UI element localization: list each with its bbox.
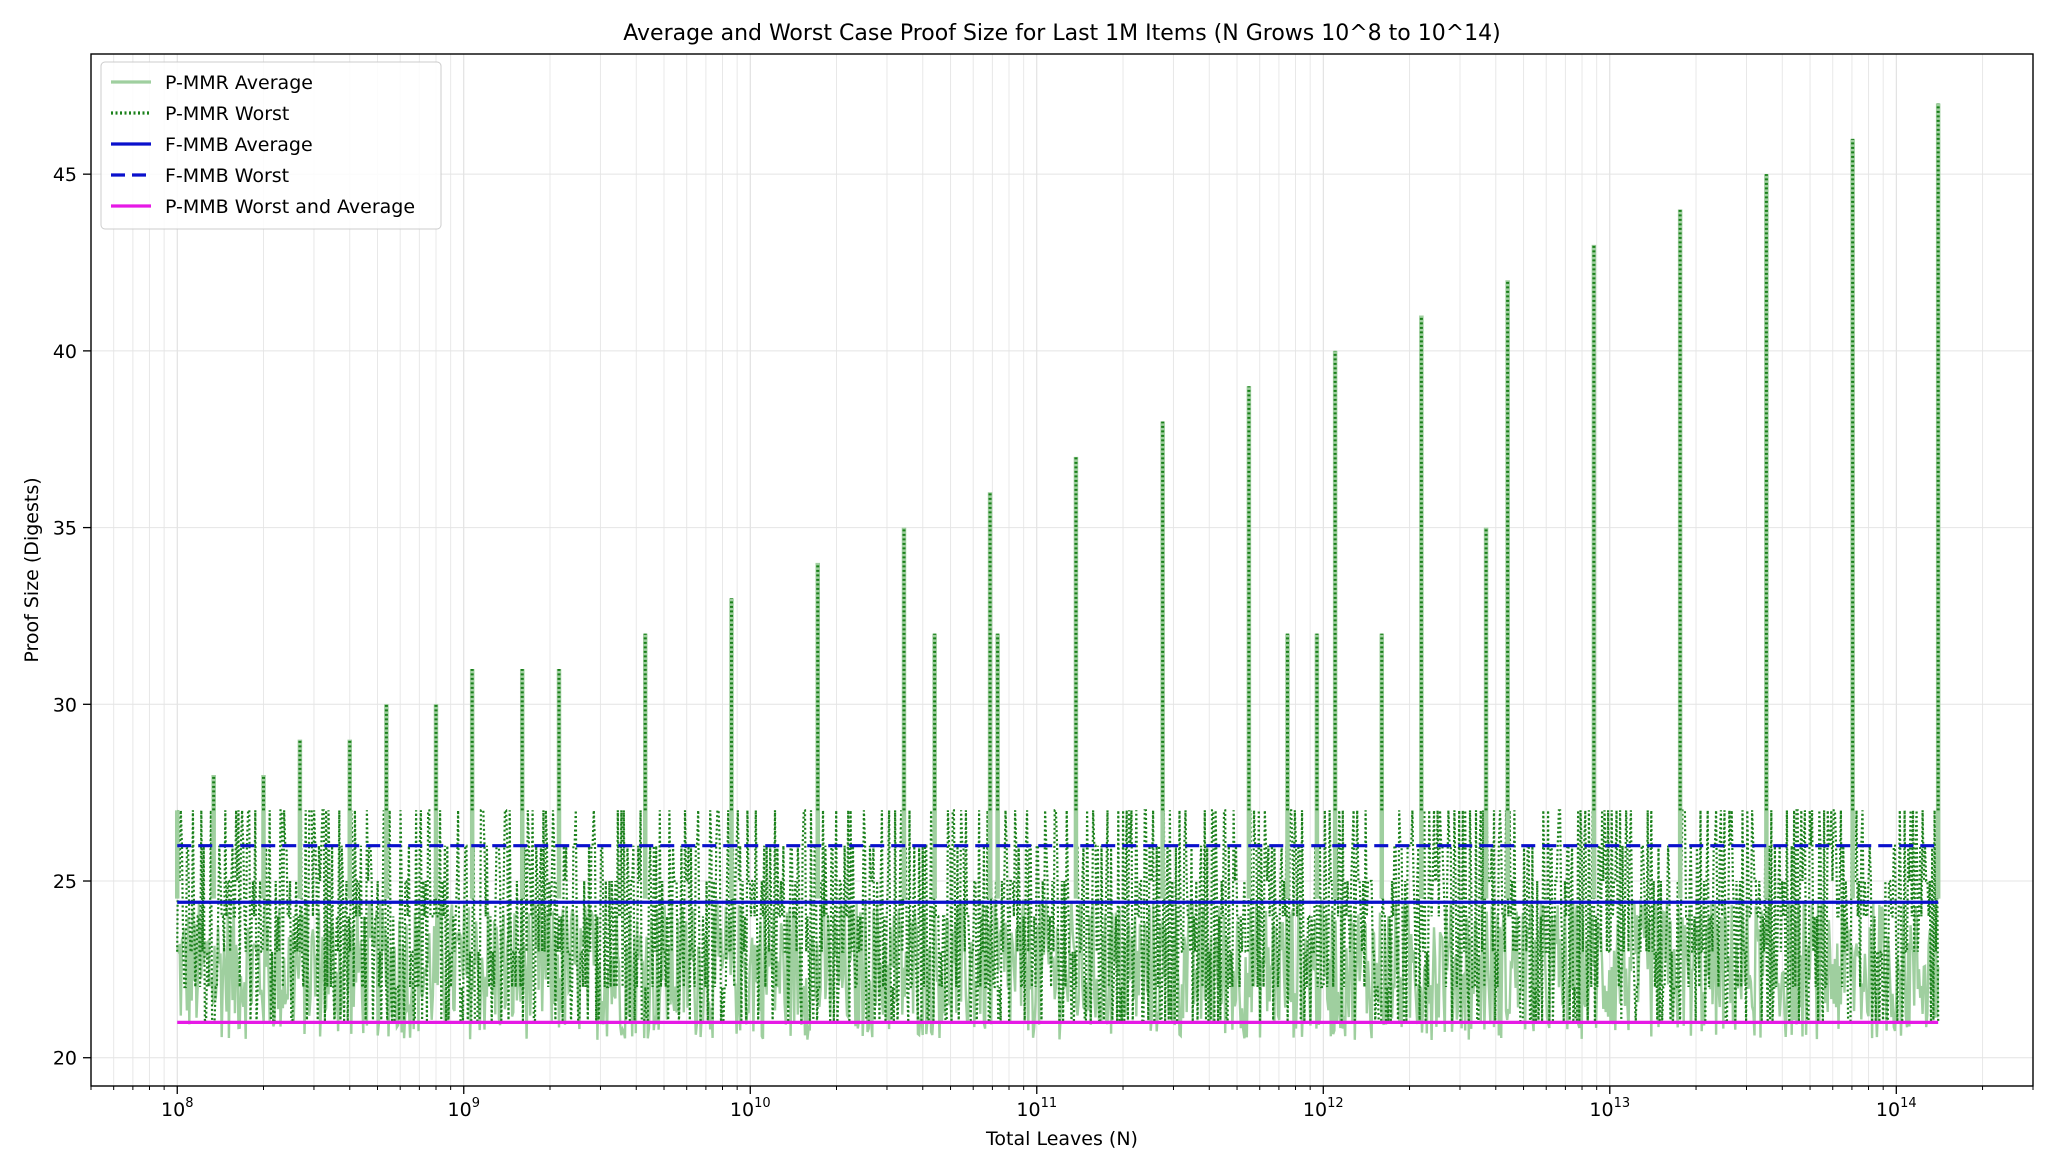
x-tick-label: 109 bbox=[448, 1096, 480, 1121]
chart-title: Average and Worst Case Proof Size for La… bbox=[623, 21, 1500, 46]
x-tick-label: 108 bbox=[161, 1096, 193, 1121]
y-tick-label: 30 bbox=[53, 694, 77, 716]
legend-label: F-MMB Worst bbox=[165, 165, 289, 187]
x-tick-label: 1010 bbox=[730, 1096, 771, 1121]
x-tick-label: 1011 bbox=[1016, 1096, 1057, 1121]
y-tick-label: 40 bbox=[53, 341, 77, 363]
legend-box bbox=[100, 61, 442, 230]
series-pmmr-worst-line bbox=[176, 809, 1940, 1024]
y-tick-label: 25 bbox=[53, 871, 77, 893]
y-tick-label: 35 bbox=[53, 518, 77, 540]
y-tick-label: 45 bbox=[53, 164, 77, 186]
legend-label: P-MMB Worst and Average bbox=[165, 196, 415, 218]
plot-area bbox=[174, 103, 1941, 1041]
axis-ticks: 108 109 1010 1011 1012 1013 1014 20 25 30 35 40 45 bbox=[53, 164, 2034, 1121]
y-tick-label: 20 bbox=[53, 1048, 77, 1070]
x-tick-label: 1014 bbox=[1876, 1096, 1917, 1121]
legend-label: F-MMB Average bbox=[165, 134, 313, 156]
legend-label: P-MMR Worst bbox=[165, 103, 289, 125]
legend-label: P-MMR Average bbox=[165, 72, 313, 94]
x-axis-label: Total Leaves (N) bbox=[985, 1128, 1138, 1150]
x-tick-label: 1012 bbox=[1303, 1096, 1344, 1121]
legend: P-MMR Average P-MMR Worst F-MMB Average F-M… bbox=[100, 61, 442, 230]
y-axis-label: Proof Size (Digests) bbox=[21, 477, 43, 662]
axes-frame bbox=[90, 53, 2034, 1087]
x-tick-label: 1013 bbox=[1589, 1096, 1630, 1121]
